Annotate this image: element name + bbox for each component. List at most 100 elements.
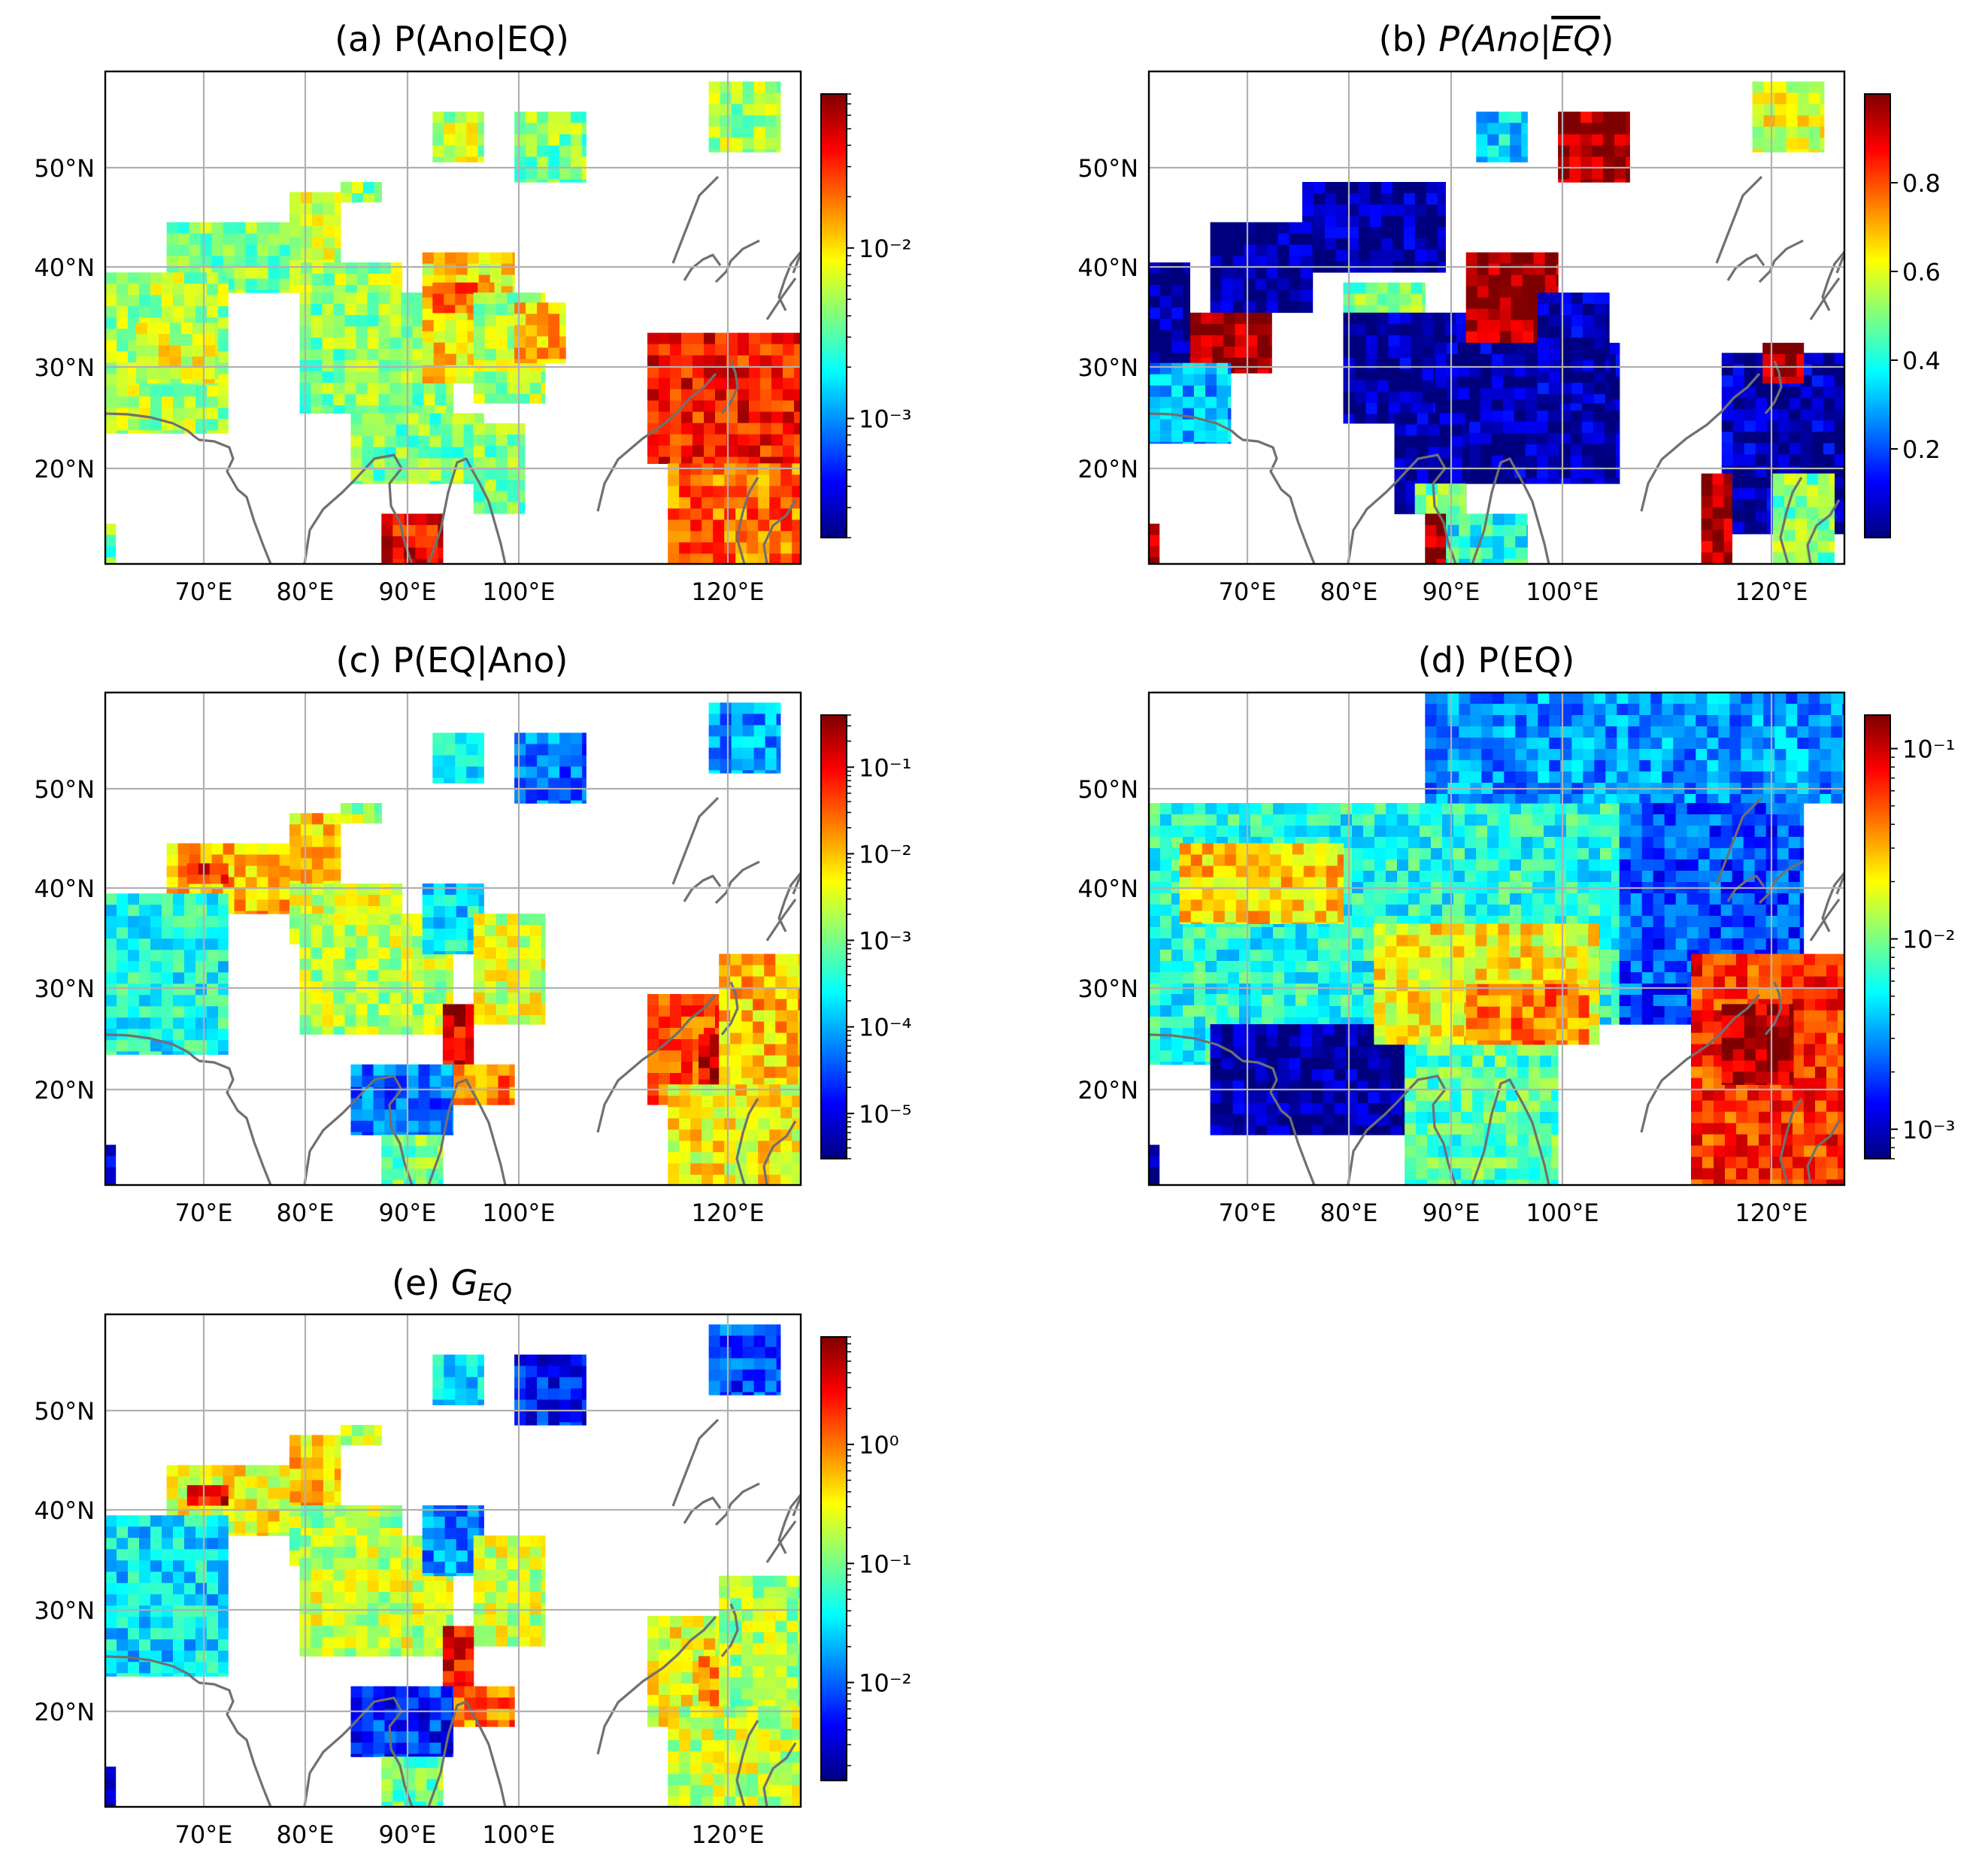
heatmap-cell: [1239, 927, 1251, 939]
heatmap-cell: [1363, 893, 1375, 905]
heatmap-cell: [245, 256, 258, 268]
heatmap-cell: [184, 295, 196, 307]
heatmap-cell: [1160, 262, 1172, 274]
heatmap-cell: [1593, 455, 1605, 468]
heatmap-cell: [753, 104, 766, 116]
heatmap-cell: [1566, 871, 1578, 883]
heatmap-cell: [1183, 430, 1195, 443]
heatmap-cell: [1160, 905, 1172, 917]
heatmap-cell: [177, 877, 190, 890]
panel-b-title-overline: EQ: [1551, 19, 1600, 59]
heatmap-cell: [1593, 383, 1606, 395]
heatmap-cell: [1589, 905, 1601, 917]
heatmap-cell: [495, 1015, 508, 1025]
heatmap-cell: [668, 531, 680, 543]
heatmap-cell: [741, 1044, 753, 1056]
heatmap-cell: [1763, 115, 1776, 127]
heatmap-cell: [1811, 364, 1824, 376]
heatmap-cell: [1194, 972, 1206, 984]
heatmap-cell: [477, 111, 484, 124]
heatmap-cell: [1558, 145, 1570, 158]
heatmap-cell: [1397, 837, 1409, 849]
x-tick-label: 80°E: [277, 577, 335, 606]
heatmap-cell: [738, 456, 750, 464]
heatmap-cell: [692, 344, 705, 356]
heatmap-cell: [730, 1032, 742, 1045]
heatmap-cell: [1755, 386, 1768, 399]
heatmap-cell: [1721, 420, 1734, 432]
heatmap-cell: [1149, 274, 1161, 286]
heatmap-cell: [1774, 104, 1787, 116]
heatmap-cell: [731, 702, 744, 714]
heatmap-cell: [1752, 92, 1765, 105]
heatmap-cell: [1244, 222, 1256, 235]
heatmap-cell: [1381, 216, 1393, 228]
heatmap-cell: [713, 553, 725, 564]
heatmap-cell: [1296, 814, 1308, 826]
heatmap-cell: [1522, 320, 1535, 332]
heatmap-cell: [1701, 496, 1714, 508]
heatmap-cell: [1160, 848, 1172, 860]
heatmap-cell: [486, 1075, 499, 1088]
heatmap-cell: [1603, 145, 1615, 158]
heatmap-cell: [1600, 871, 1612, 883]
heatmap-cell: [381, 1146, 393, 1158]
heatmap-cell: [1183, 984, 1195, 996]
heatmap-cell: [1422, 305, 1426, 317]
heatmap-cell: [1499, 320, 1512, 332]
heatmap-cell: [710, 1079, 722, 1085]
heatmap-cell: [395, 1109, 408, 1122]
heatmap-cell: [1329, 995, 1341, 1007]
heatmap-cell: [747, 497, 759, 509]
heatmap-cell: [1266, 289, 1279, 302]
heatmap-cell: [422, 252, 435, 265]
panel-c-colorbar: 10⁻¹10⁻²10⁻³10⁻⁴10⁻⁵: [820, 714, 911, 1159]
heatmap-cell: [1149, 905, 1161, 917]
heatmap-cell: [1318, 938, 1330, 950]
heatmap-cell: [218, 351, 229, 363]
heatmap-cell: [1426, 250, 1438, 262]
heatmap-cell: [792, 497, 801, 509]
heatmap-cell: [1160, 274, 1172, 286]
heatmap-cell: [1255, 233, 1268, 246]
heatmap-cell: [379, 884, 392, 896]
heatmap-cell: [1786, 138, 1799, 150]
heatmap-cell: [794, 456, 801, 464]
heatmap-cell: [207, 984, 219, 996]
heatmap-cell: [724, 1152, 736, 1164]
heatmap-cell: [333, 1004, 346, 1016]
heatmap-cell: [1514, 421, 1526, 434]
heatmap-cell: [234, 877, 247, 890]
heatmap-cell: [139, 385, 151, 397]
heatmap-cell: [1374, 837, 1386, 849]
heatmap-cell: [268, 256, 280, 268]
colorbar-tick-label: 10⁻³: [859, 927, 911, 956]
heatmap-cell: [1457, 376, 1470, 389]
heatmap-cell: [1442, 814, 1454, 826]
heatmap-cell: [647, 1028, 659, 1040]
heatmap-cell: [690, 1141, 702, 1153]
heatmap-cell: [117, 984, 129, 996]
heatmap-cell: [1502, 353, 1515, 366]
heatmap-cell: [1532, 905, 1544, 917]
heatmap-cell: [150, 950, 162, 962]
heatmap-cell: [105, 893, 117, 905]
heatmap-cell: [1404, 182, 1416, 194]
heatmap-cell: [150, 893, 162, 905]
heatmap-cell: [780, 1084, 792, 1096]
heatmap-cell: [455, 744, 467, 756]
heatmap-cell: [792, 1141, 801, 1153]
heatmap-cell: [1431, 893, 1443, 905]
heatmap-cell: [783, 344, 795, 356]
heatmap-cell: [1194, 950, 1206, 962]
heatmap-cell: [1246, 312, 1258, 325]
heatmap-cell: [1547, 455, 1560, 468]
heatmap-cell: [333, 394, 346, 406]
heatmap-cell: [418, 435, 431, 448]
heatmap-cell: [1262, 961, 1274, 973]
heatmap-cell: [1487, 814, 1499, 826]
heatmap-cell: [289, 880, 302, 884]
heatmap-cell: [356, 914, 368, 926]
heatmap-cell: [1329, 814, 1341, 826]
heatmap-cell: [681, 445, 693, 458]
